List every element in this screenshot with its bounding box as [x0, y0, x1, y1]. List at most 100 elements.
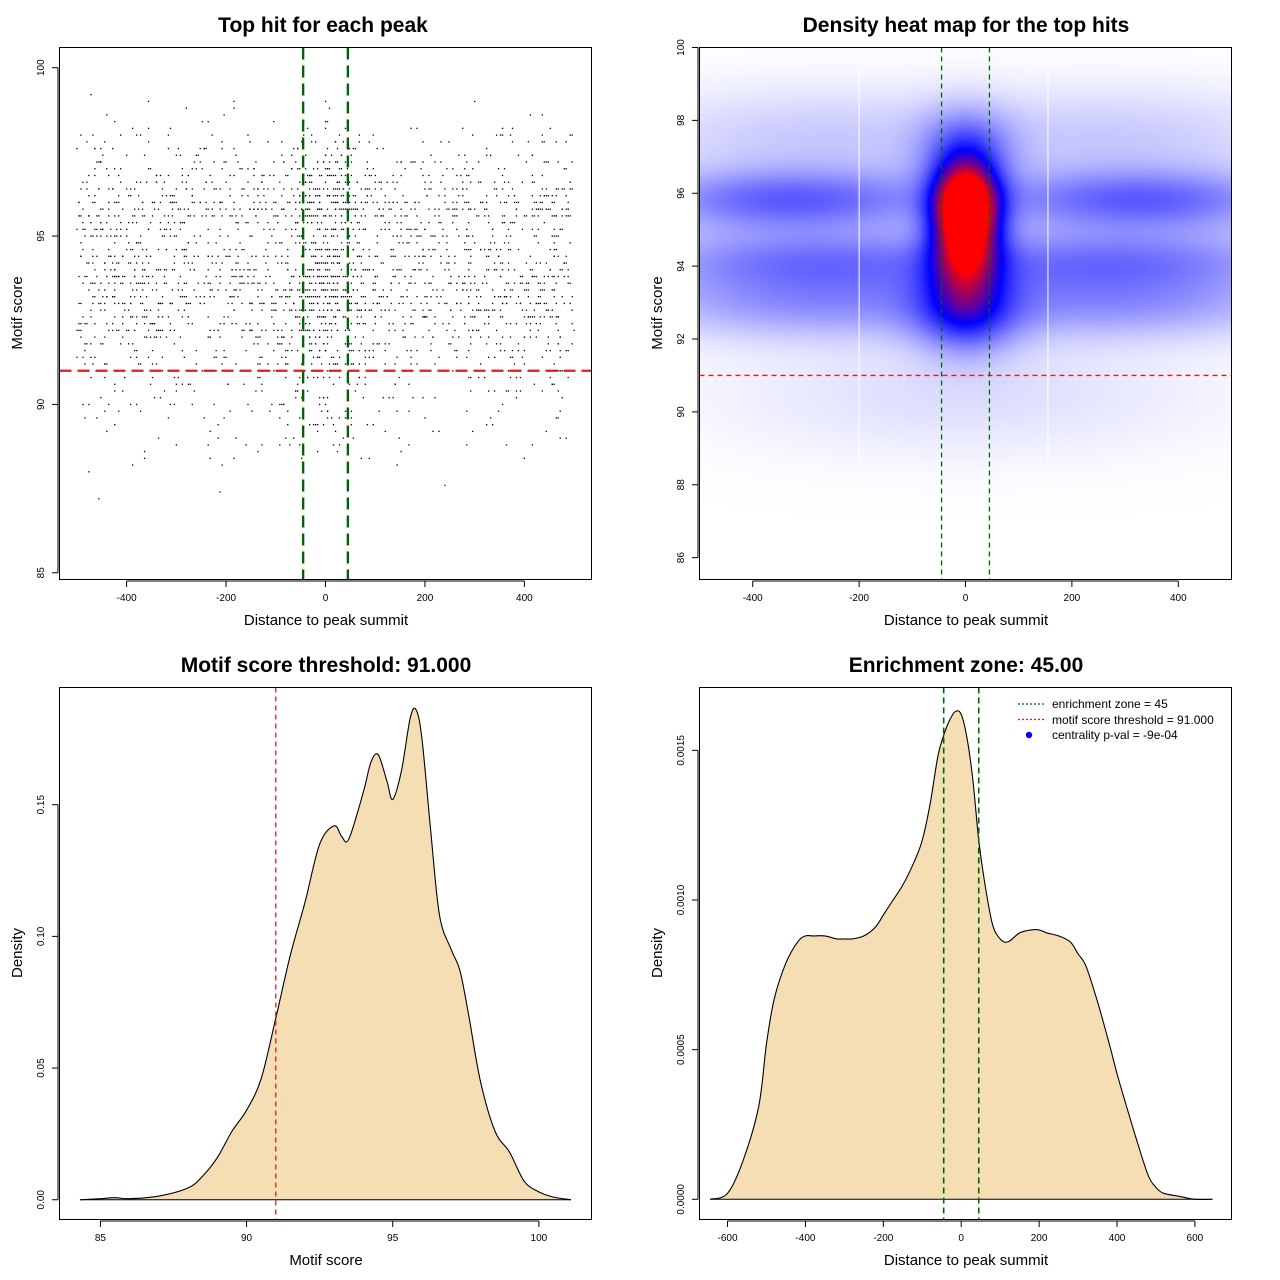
- data-point: [446, 168, 448, 170]
- data-point: [316, 248, 319, 251]
- data-point: [275, 201, 277, 204]
- data-point: [360, 457, 362, 459]
- data-point: [277, 221, 279, 224]
- data-point: [396, 356, 398, 358]
- data-point: [155, 289, 158, 291]
- data-point: [261, 356, 263, 358]
- data-point: [400, 161, 402, 163]
- data-point: [557, 390, 559, 392]
- data-point: [261, 208, 263, 210]
- data-point: [545, 208, 547, 210]
- data-point: [376, 215, 378, 217]
- data-point: [219, 201, 221, 204]
- data-point: [476, 309, 478, 311]
- data-point: [149, 309, 152, 311]
- data-point: [310, 255, 313, 257]
- data-point: [133, 255, 136, 257]
- data-point: [466, 201, 468, 204]
- data-point: [143, 323, 146, 325]
- data-point: [303, 134, 305, 136]
- data-point: [181, 289, 184, 291]
- data-point: [241, 248, 243, 251]
- data-point: [501, 302, 504, 305]
- data-point: [418, 255, 420, 257]
- data-point: [187, 302, 189, 305]
- data-point: [350, 323, 353, 325]
- data-point: [289, 201, 291, 204]
- data-point: [539, 195, 541, 197]
- data-point: [352, 363, 355, 365]
- data-point: [466, 228, 468, 231]
- data-point: [569, 188, 571, 190]
- data-point: [497, 410, 500, 412]
- data-point: [531, 275, 534, 278]
- data-point: [183, 296, 185, 298]
- data-point: [179, 154, 182, 156]
- data-point: [312, 309, 315, 311]
- data-point: [551, 215, 553, 217]
- data-point: [519, 390, 522, 392]
- data-point: [320, 275, 323, 278]
- x-tick-label: -200: [849, 593, 869, 604]
- data-point: [221, 168, 223, 170]
- data-point: [320, 363, 323, 365]
- data-point: [305, 195, 307, 197]
- data-point: [340, 154, 343, 156]
- data-point: [485, 208, 488, 210]
- data-point: [159, 201, 162, 204]
- data-point: [106, 235, 108, 237]
- data-point: [177, 147, 180, 150]
- data-point: [418, 269, 420, 271]
- data-point: [273, 188, 275, 190]
- data-point: [535, 336, 538, 338]
- data-point: [118, 195, 120, 197]
- data-point: [352, 208, 355, 210]
- data-point: [372, 282, 374, 284]
- data-point: [173, 235, 176, 237]
- data-point: [414, 309, 416, 311]
- data-point: [293, 302, 295, 305]
- data-point: [567, 208, 569, 210]
- data-point: [368, 174, 370, 177]
- data-point: [326, 289, 329, 291]
- data-point: [259, 201, 261, 204]
- data-point: [442, 174, 444, 177]
- data-point: [114, 242, 116, 244]
- data-point: [279, 417, 281, 419]
- data-point: [452, 168, 454, 170]
- data-point: [332, 296, 335, 298]
- data-point: [316, 228, 319, 231]
- data-point: [326, 302, 329, 305]
- data-point: [448, 269, 450, 271]
- data-point: [350, 424, 353, 426]
- data-point: [444, 484, 446, 486]
- data-point: [213, 403, 215, 406]
- data-point: [303, 329, 305, 332]
- data-point: [187, 215, 189, 217]
- density-plot: [79, 687, 572, 1220]
- data-point: [257, 343, 259, 345]
- data-point: [394, 309, 396, 311]
- data-point: [446, 208, 448, 210]
- data-point: [225, 161, 227, 163]
- data-point: [301, 457, 303, 459]
- data-point: [308, 302, 311, 305]
- data-point: [326, 343, 329, 345]
- data-point: [408, 228, 410, 231]
- data-point: [211, 134, 213, 136]
- data-point: [90, 343, 92, 345]
- data-point: [428, 208, 430, 210]
- data-point: [336, 262, 339, 264]
- data-point: [529, 329, 532, 332]
- data-point: [330, 309, 333, 311]
- data-point: [442, 289, 444, 291]
- data-point: [480, 336, 482, 338]
- data-point: [549, 127, 551, 130]
- data-point: [539, 323, 541, 325]
- data-point: [259, 336, 261, 338]
- data-point: [135, 349, 138, 352]
- y-tick-label: 100: [676, 39, 687, 56]
- data-point: [362, 296, 364, 298]
- data-point: [191, 168, 193, 170]
